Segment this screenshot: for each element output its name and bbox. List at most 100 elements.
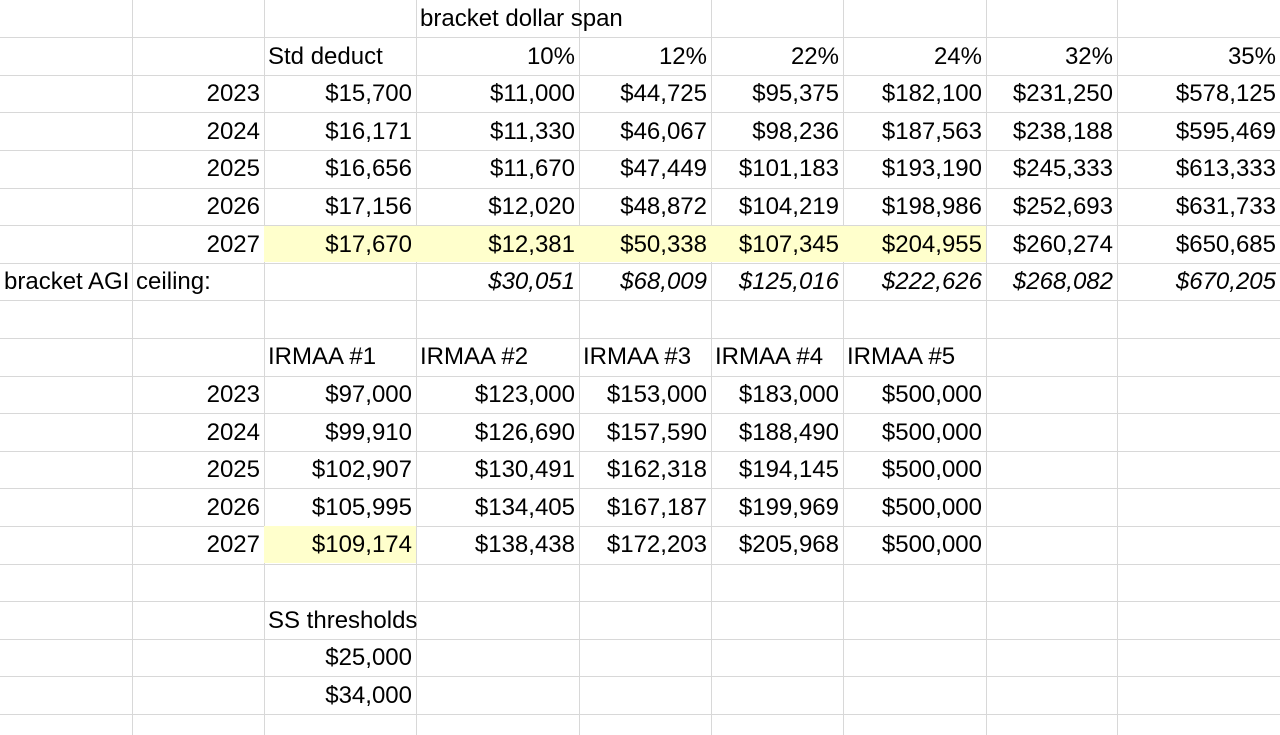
cell-r12-c6[interactable]: $500,000	[881, 456, 982, 484]
cell-r7-c7[interactable]: $268,082	[1012, 268, 1113, 296]
cell-r5-c4[interactable]: $48,872	[620, 193, 707, 220]
cell-r5-c2[interactable]: $17,156	[325, 193, 412, 220]
cell-r6-c5[interactable]: $107,345	[711, 225, 843, 263]
cell-r4-c6[interactable]: $193,190	[881, 155, 982, 183]
cell-r6-c3[interactable]: $12,381	[416, 225, 579, 263]
cell-r14-c5[interactable]: $205,968	[738, 531, 839, 559]
cell-r10-c1[interactable]: 2023	[206, 381, 260, 408]
cell-r16-c2[interactable]: SS thresholds	[268, 606, 418, 634]
cell-r9-c2[interactable]: IRMAA #1	[268, 343, 377, 371]
cell-r13-c5[interactable]: $199,969	[738, 493, 839, 521]
cell-r7-c5[interactable]: $125,016	[738, 268, 839, 296]
cell-r3-c2[interactable]: $16,171	[325, 117, 412, 145]
cell-r7-c3[interactable]: $30,051	[488, 268, 575, 296]
cell-r3-c1[interactable]: 2024	[206, 117, 260, 145]
cell-r7-c8[interactable]: $670,205	[1175, 268, 1276, 296]
cell-r5-c7[interactable]: $252,693	[1012, 193, 1113, 220]
cell-r4-c8[interactable]: $613,333	[1175, 155, 1276, 183]
cell-r2-c2[interactable]: $15,700	[325, 80, 412, 108]
cell-r11-c4[interactable]: $157,590	[606, 418, 707, 446]
cell-r11-c3[interactable]: $126,690	[474, 418, 575, 446]
cell-r13-c6[interactable]: $500,000	[881, 493, 982, 521]
cell-r5-c3[interactable]: $12,020	[488, 193, 575, 220]
cell-r1-c2[interactable]: Std deduct	[268, 42, 383, 70]
cell-r11-c1[interactable]: 2024	[206, 418, 260, 446]
cell-r3-c8[interactable]: $595,469	[1175, 117, 1276, 145]
cell-r10-c2[interactable]: $97,000	[325, 381, 412, 408]
cell-r1-c8[interactable]: 35%	[1227, 42, 1276, 70]
cell-r10-c6[interactable]: $500,000	[881, 381, 982, 408]
cell-r1-c7[interactable]: 32%	[1064, 42, 1113, 70]
cell-r4-c2[interactable]: $16,656	[325, 155, 412, 183]
cell-r12-c1[interactable]: 2025	[206, 456, 260, 484]
cell-r13-c1[interactable]: 2026	[206, 493, 260, 521]
cell-r6-c1[interactable]: 2027	[206, 230, 260, 258]
cell-r6-c8[interactable]: $650,685	[1175, 230, 1276, 258]
cell-r12-c4[interactable]: $162,318	[606, 456, 707, 484]
cell-r0-c3[interactable]: bracket dollar span	[420, 5, 623, 32]
column-gridline	[416, 0, 417, 735]
cell-r11-c5[interactable]: $188,490	[738, 418, 839, 446]
cell-r2-c1[interactable]: 2023	[206, 80, 260, 108]
cell-r1-c5[interactable]: 22%	[790, 42, 839, 70]
cell-r1-c4[interactable]: 12%	[658, 42, 707, 70]
cell-r4-c7[interactable]: $245,333	[1012, 155, 1113, 183]
cell-r2-c6[interactable]: $182,100	[881, 80, 982, 108]
cell-r14-c2[interactable]: $109,174	[264, 526, 416, 563]
cell-r14-c6[interactable]: $500,000	[881, 531, 982, 559]
cell-r10-c4[interactable]: $153,000	[606, 381, 707, 408]
cell-r12-c2[interactable]: $102,907	[311, 456, 412, 484]
cell-r10-c5[interactable]: $183,000	[738, 381, 839, 408]
column-gridline	[843, 0, 844, 735]
cell-r4-c4[interactable]: $47,449	[620, 155, 707, 183]
cell-r3-c5[interactable]: $98,236	[752, 117, 839, 145]
cell-r12-c3[interactable]: $130,491	[474, 456, 575, 484]
cell-r4-c3[interactable]: $11,670	[490, 155, 575, 183]
cell-r1-c6[interactable]: 24%	[933, 42, 982, 70]
cell-r11-c6[interactable]: $500,000	[881, 418, 982, 446]
cell-r2-c7[interactable]: $231,250	[1012, 80, 1113, 108]
cell-r14-c3[interactable]: $138,438	[474, 531, 575, 559]
cell-r6-c2[interactable]: $17,670	[264, 225, 416, 263]
cell-r11-c2[interactable]: $99,910	[325, 418, 412, 446]
cell-r3-c6[interactable]: $187,563	[881, 117, 982, 145]
cell-r9-c6[interactable]: IRMAA #5	[847, 343, 956, 371]
cell-r5-c1[interactable]: 2026	[206, 193, 260, 220]
cell-r7-c6[interactable]: $222,626	[881, 268, 982, 296]
cell-r9-c5[interactable]: IRMAA #4	[715, 343, 824, 371]
cell-r12-c5[interactable]: $194,145	[738, 456, 839, 484]
column-gridline	[711, 0, 712, 735]
cell-r3-c4[interactable]: $46,067	[620, 117, 707, 145]
cell-r4-c5[interactable]: $101,183	[738, 155, 839, 183]
cell-r14-c1[interactable]: 2027	[206, 531, 260, 559]
cell-r2-c8[interactable]: $578,125	[1175, 80, 1276, 108]
cell-r10-c3[interactable]: $123,000	[474, 381, 575, 408]
cell-r2-c3[interactable]: $11,000	[490, 80, 575, 108]
cell-r5-c8[interactable]: $631,733	[1175, 193, 1276, 220]
cell-r13-c4[interactable]: $167,187	[606, 493, 707, 521]
cell-r4-c1[interactable]: 2025	[206, 155, 260, 183]
column-gridline	[132, 0, 133, 735]
row-gridline	[0, 563, 1280, 565]
cell-r6-c4[interactable]: $50,338	[579, 225, 711, 263]
cell-r17-c2[interactable]: $25,000	[325, 644, 412, 672]
cell-r5-c6[interactable]: $198,986	[881, 193, 982, 220]
cell-r6-c7[interactable]: $260,274	[1012, 230, 1113, 258]
cell-r7-c4[interactable]: $68,009	[620, 268, 707, 296]
cell-r5-c5[interactable]: $104,219	[738, 193, 839, 220]
cell-r14-c4[interactable]: $172,203	[606, 531, 707, 559]
cell-r2-c4[interactable]: $44,725	[620, 80, 707, 108]
cell-r7-c0[interactable]: bracket AGI ceiling:	[4, 268, 211, 296]
cell-r2-c5[interactable]: $95,375	[752, 80, 839, 108]
cell-r3-c3[interactable]: $11,330	[490, 117, 575, 145]
cell-r6-c6[interactable]: $204,955	[843, 225, 986, 263]
row-gridline	[0, 488, 1280, 490]
cell-r13-c3[interactable]: $134,405	[474, 493, 575, 521]
cell-r9-c3[interactable]: IRMAA #2	[420, 343, 529, 371]
cell-r3-c7[interactable]: $238,188	[1012, 117, 1113, 145]
cell-r9-c4[interactable]: IRMAA #3	[583, 343, 692, 371]
cell-r18-c2[interactable]: $34,000	[325, 681, 412, 709]
cell-r1-c3[interactable]: 10%	[526, 42, 575, 70]
cell-r13-c2[interactable]: $105,995	[311, 493, 412, 521]
